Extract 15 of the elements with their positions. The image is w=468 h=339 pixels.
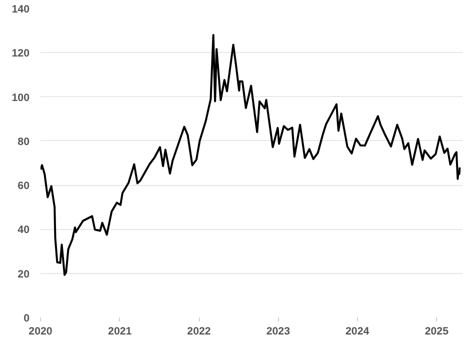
y-tick-label: 20 xyxy=(18,268,30,280)
y-tick-label: 80 xyxy=(18,136,30,148)
y-tick-label: 0 xyxy=(24,312,30,324)
y-tick-label: 60 xyxy=(18,180,30,192)
x-tick-label: 2025 xyxy=(424,326,449,338)
x-tick-label: 2021 xyxy=(108,326,132,338)
x-tick-label: 2020 xyxy=(28,326,52,338)
y-tick-label: 100 xyxy=(12,92,30,104)
x-tick-label: 2023 xyxy=(266,326,290,338)
y-tick-label: 40 xyxy=(18,224,30,236)
x-tick-label: 2022 xyxy=(187,326,211,338)
line-series xyxy=(40,34,461,276)
x-tick-label: 2024 xyxy=(345,326,370,338)
y-tick-label: 140 xyxy=(12,4,30,16)
y-tick-label: 120 xyxy=(12,48,30,60)
